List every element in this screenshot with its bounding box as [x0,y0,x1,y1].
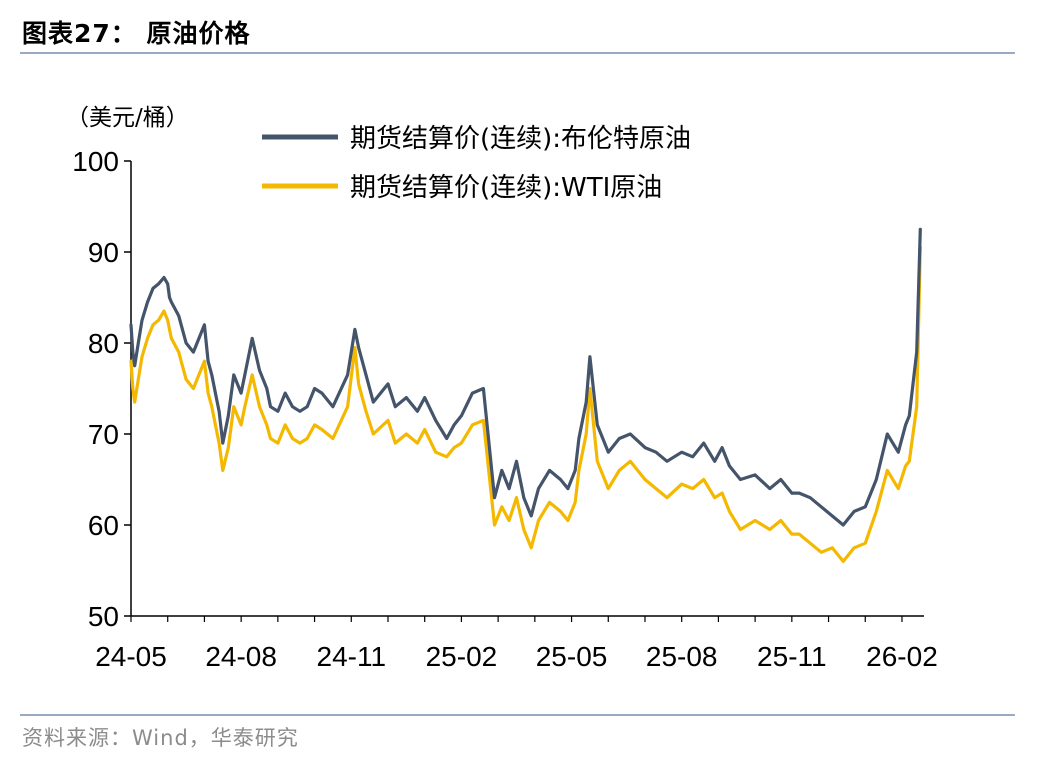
y-tick-label: 100 [72,146,119,177]
series-line-brent [129,227,922,527]
x-tick-label: 25-02 [426,641,498,672]
source-note: 资料来源：Wind，华泰研究 [22,726,299,750]
x-tick-label: 25-08 [646,641,718,672]
y-axis-unit-label: （美元/桶） [66,105,189,131]
figure-title: 图表27： 原油价格 [22,19,251,48]
y-tick-label: 60 [88,510,119,541]
legend-label-wti: 期货结算价(连续):WTI原油 [350,173,662,203]
source-rule [20,714,1015,716]
crude-oil-price-chart: （美元/桶） 50 60 70 80 90 100 24-05 24-08 24-11 25-02… [66,105,938,672]
legend: 期货结算价(连续):布伦特原油 期货结算价(连续):WTI原油 [262,124,691,203]
x-tick-label: 24-08 [205,641,277,672]
x-tick-label: 24-05 [95,641,167,672]
title-rule [20,52,1015,54]
y-tick-label: 70 [88,419,119,450]
y-tick-label: 50 [88,601,119,632]
legend-label-brent: 期货结算价(连续):布伦特原油 [350,124,691,154]
axes: 50 60 70 80 90 100 24-05 24-08 24-11 25-02 25-05 25… [72,146,938,672]
x-tick-label: 26-02 [866,641,938,672]
x-tick-label: 25-11 [757,641,827,672]
y-tick-label: 90 [88,237,119,268]
x-tick-label: 24-11 [317,641,387,672]
x-tick-label: 25-05 [536,641,608,672]
series-layer [129,227,922,563]
y-tick-label: 80 [88,328,119,359]
series-line-wti [129,245,922,563]
